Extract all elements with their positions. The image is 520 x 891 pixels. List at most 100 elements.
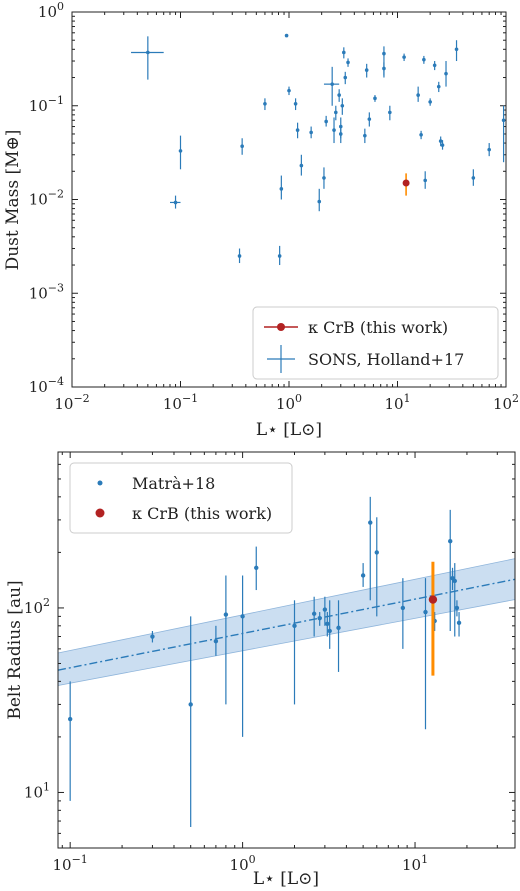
- matra-point: [292, 623, 297, 629]
- sons-point: [337, 93, 341, 97]
- sons-point: [293, 101, 298, 106]
- belt-radius-y-tick-label: 102: [24, 596, 50, 617]
- sons-point: [178, 149, 183, 153]
- sons-point: [373, 96, 377, 101]
- sons-point: [438, 139, 443, 143]
- dust-mass-x-tick-label: 102: [493, 392, 519, 413]
- sons-point: [419, 132, 423, 137]
- dust-mass-y-tick-label: 10−1: [29, 94, 64, 115]
- dust-mass-y-tick-label: 10−2: [29, 188, 64, 209]
- matra-point: [213, 639, 219, 644]
- belt-radius-x-tick-label: 100: [230, 853, 256, 874]
- belt-radius-x-tick-label: 10−1: [53, 853, 88, 874]
- sons-point: [342, 50, 346, 55]
- belt-radius-legend: Matrà+18 κ CrB (this work): [69, 462, 293, 534]
- sons-point: [440, 143, 445, 147]
- matra-point: [240, 614, 245, 619]
- sons-point: [237, 254, 242, 258]
- sons-point: [287, 88, 291, 93]
- sons-point: [277, 254, 282, 258]
- sons-point: [422, 57, 426, 62]
- belt-radius-y-tick-label: 101: [24, 780, 50, 801]
- sons-point: [240, 144, 244, 149]
- sons-point: [471, 176, 476, 180]
- belt-radius-x-axis-label: L⋆ [L⊙]: [253, 869, 319, 889]
- sons-point: [444, 71, 448, 76]
- sons-point: [146, 50, 150, 55]
- matra-point: [454, 605, 460, 611]
- sons-point: [363, 133, 367, 138]
- belt-radius-panel: 10−1 100 101 101 102 L⋆ [L⊙] Belt Radius [au…: [5, 451, 516, 889]
- matra-point: [360, 573, 366, 578]
- matra-point: [448, 538, 453, 544]
- matra-point: [322, 607, 328, 612]
- fit-uncertainty-band: [57, 558, 516, 686]
- dust-mass-y-tick-label: 10−3: [29, 281, 64, 302]
- sons-point: [330, 82, 334, 86]
- matra-point: [452, 578, 457, 584]
- sons-point: [432, 63, 437, 68]
- sons-point: [338, 132, 343, 136]
- sons-point: [423, 178, 427, 183]
- sons-point: [279, 187, 284, 191]
- dust-mass-series: [131, 33, 506, 355]
- kcrb-legend-marker-bottom: [95, 508, 105, 518]
- kcrb-bottom-point: [428, 595, 438, 604]
- matra-point: [374, 550, 379, 555]
- dust-mass-y-tick-label: 100: [38, 0, 64, 21]
- matra-point: [336, 625, 341, 631]
- kcrb-point: [402, 179, 410, 187]
- belt-radius-x-tick-label: 101: [402, 853, 428, 874]
- kcrb-legend-label-bottom: κ CrB (this work): [132, 504, 272, 523]
- sons-point: [436, 84, 441, 89]
- sons-point: [173, 200, 178, 205]
- sons-point: [402, 55, 406, 59]
- matra-point: [223, 612, 229, 617]
- matra-legend-label: Matrà+18: [132, 474, 215, 493]
- sons-point: [332, 128, 336, 132]
- matra-point: [368, 520, 373, 525]
- sons-point: [367, 117, 372, 121]
- matra-point: [150, 634, 155, 639]
- belt-radius-y-axis-label: Belt Radius [au]: [5, 580, 25, 719]
- dust-mass-legend-box: [252, 306, 499, 380]
- matra-point: [325, 621, 330, 627]
- sons-point: [340, 103, 345, 108]
- sons-point: [501, 118, 506, 123]
- matra-point: [317, 615, 322, 621]
- sons-point: [364, 68, 369, 72]
- dust-mass-x-axis-label: L⋆ [L⊙]: [256, 420, 322, 440]
- sons-legend-label: SONS, Holland+17: [308, 350, 464, 369]
- matra-point: [456, 620, 462, 626]
- matra-point: [423, 609, 428, 615]
- dust-mass-panel: 10−2 10−1 100 101 102 10−4 10−3 10−2 10−1 100 L⋆ …: [3, 0, 519, 440]
- sons-point: [343, 75, 348, 80]
- dust-mass-x-tick-label: 101: [384, 392, 410, 413]
- sons-point: [346, 60, 350, 65]
- sons-point: [382, 51, 386, 56]
- belt-radius-axes-frame: [57, 451, 516, 849]
- dust-mass-x-tick-label: 100: [276, 392, 302, 413]
- sons-point: [487, 147, 491, 152]
- sons-point: [309, 130, 313, 135]
- sons-point: [263, 101, 267, 106]
- dust-mass-y-tick-label: 10−4: [29, 375, 64, 396]
- belt-radius-series: [67, 496, 462, 827]
- sons-point: [338, 124, 343, 129]
- sons-point: [382, 66, 386, 71]
- kcrb-legend-marker: [277, 323, 285, 331]
- matra-legend-marker: [97, 480, 103, 486]
- dust-mass-x-tick-label: 10−1: [163, 392, 198, 413]
- matra-point: [327, 628, 332, 634]
- dust-mass-legend: κ CrB (this work) SONS, Holland+17: [252, 306, 499, 380]
- kcrb-legend-label: κ CrB (this work): [308, 318, 448, 337]
- sons-point: [388, 110, 392, 115]
- sons-point: [428, 100, 432, 104]
- dust-mass-y-axis-label: Dust Mass [M⊕]: [3, 130, 23, 271]
- belt-radius-legend-box: [69, 462, 293, 534]
- belt-radius-fit: [57, 558, 516, 686]
- sons-point: [324, 119, 328, 124]
- fit-line: [57, 578, 516, 671]
- sons-point: [317, 199, 322, 204]
- sons-point: [299, 163, 304, 168]
